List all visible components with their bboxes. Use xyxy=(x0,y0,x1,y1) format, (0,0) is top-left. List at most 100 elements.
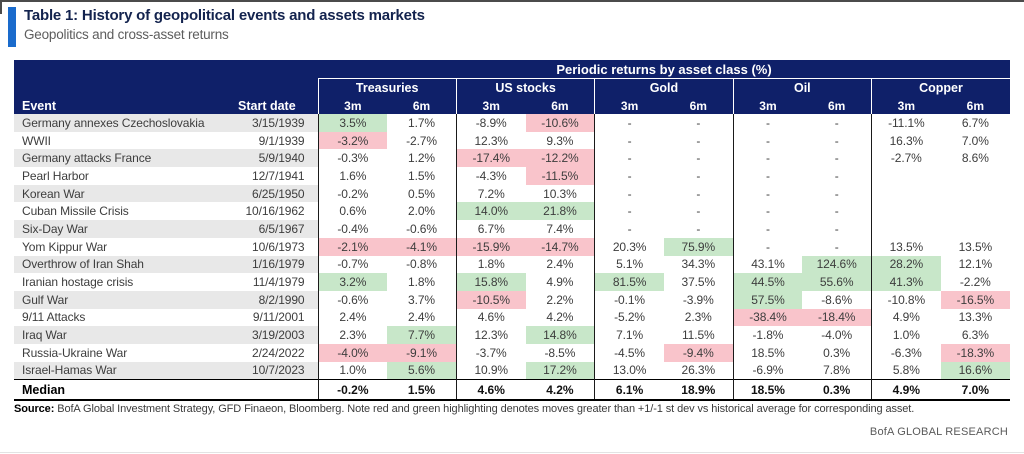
value-cell: - xyxy=(594,184,664,203)
event-cell: Six-Day War xyxy=(14,220,230,238)
table-body: Germany annexes Czechoslovakia 3/15/1939 3… xyxy=(14,114,1010,380)
value-cell: 7.8% xyxy=(823,363,851,378)
value-cell: 57.5% xyxy=(732,290,803,309)
median-value-cell: 7.0% xyxy=(940,379,1010,402)
value-cell: 2.0% xyxy=(408,204,435,219)
median-value-cell: 18.5% xyxy=(732,379,803,402)
value-cell: 13.5% xyxy=(870,237,941,256)
value-cell: - xyxy=(732,220,803,238)
median-value-cell: 6.1% xyxy=(594,379,664,402)
table-row: WWII 9/1/1939 -3.2% -2.7% 12.3% 9.3% - - - - 16.3%… xyxy=(14,131,1010,150)
value-cell: 13.5% xyxy=(958,239,993,254)
start-date-cell: 3/15/1939 xyxy=(230,114,318,132)
value-cell: 81.5% xyxy=(594,273,664,291)
value-cell: -2.7% xyxy=(406,133,437,148)
value-cell: -3.2% xyxy=(317,131,388,150)
page-bottom-edge xyxy=(0,452,1024,453)
subheader-us-stocks-6m: 6m xyxy=(525,97,595,114)
header-corner xyxy=(14,78,318,97)
value-cell: 10.9% xyxy=(455,361,526,380)
value-cell: 2.3% xyxy=(317,326,388,344)
value-cell: - xyxy=(696,186,701,201)
value-cell: - xyxy=(732,131,803,150)
value-cell: 7.2% xyxy=(455,184,526,203)
table-row: Germany annexes Czechoslovakia 3/15/1939 3… xyxy=(14,114,1010,132)
value-cell: 44.5% xyxy=(732,273,803,291)
value-cell: -0.3% xyxy=(317,149,388,168)
value-cell: -11.1% xyxy=(870,114,941,132)
value-cell: -4.5% xyxy=(594,343,664,362)
value-cell: 8.6% xyxy=(961,151,989,166)
table-row: Yom Kippur War 10/6/1973 -2.1% -4.1% -15.9% -… xyxy=(14,237,1010,256)
value-cell: 41.3% xyxy=(870,273,941,291)
value-cell: - xyxy=(732,114,803,132)
value-cell: - xyxy=(696,133,701,148)
event-cell: Germany attacks France xyxy=(14,149,230,168)
value-cell: 3.2% xyxy=(317,273,388,291)
median-value-cell: 1.5% xyxy=(387,379,457,402)
table-row: Overthrow of Iran Shah 1/16/1979 -0.7% -0.8… xyxy=(14,255,1010,274)
table-row: Russia-Ukraine War 2/24/2022 -4.0% -9.1% -3.… xyxy=(14,343,1010,362)
event-cell: Germany annexes Czechoslovakia xyxy=(14,114,230,132)
value-cell: 7.4% xyxy=(546,221,574,236)
value-cell: 18.5% xyxy=(732,343,803,362)
value-cell: 4.2% xyxy=(546,310,574,325)
value-cell: -17.4% xyxy=(455,149,526,168)
table-row: Gulf War 8/2/1990 -0.6% 3.7% -10.5% 2.2% -0.1%… xyxy=(14,290,1010,309)
start-date-cell: 5/9/1940 xyxy=(230,149,318,168)
value-cell xyxy=(941,220,1010,238)
start-date-cell: 1/16/1979 xyxy=(230,255,318,274)
value-cell: - xyxy=(732,149,803,168)
value-cell: 16.6% xyxy=(940,361,1010,380)
value-cell: -6.3% xyxy=(870,343,941,362)
subheader-gold-6m: 6m xyxy=(663,97,734,114)
value-cell: -0.8% xyxy=(406,257,437,272)
value-cell: 0.3% xyxy=(823,345,851,360)
brand-text: BofA GLOBAL RESEARCH xyxy=(869,426,1008,438)
value-cell: -11.5% xyxy=(525,167,595,185)
event-cell: Overthrow of Iran Shah xyxy=(14,255,230,274)
value-cell: -8.6% xyxy=(821,292,853,307)
start-date-cell: 2/24/2022 xyxy=(252,345,305,360)
start-date-cell: 9/11/2001 xyxy=(252,310,305,325)
value-cell: 124.6% xyxy=(802,255,872,274)
table-row: Israel-Hamas War 10/7/2023 1.0% 5.6% 10.9% 17… xyxy=(14,361,1010,380)
value-cell: 55.6% xyxy=(802,273,872,291)
event-cell: 9/11 Attacks xyxy=(22,310,86,325)
median-row: Median -0.2% 1.5% 4.6% 4.2% 6.1% 18.9% 18.5% 0.… xyxy=(14,379,1010,402)
value-cell: -0.6% xyxy=(317,290,388,309)
value-cell: 4.9% xyxy=(870,308,941,327)
value-cell: -9.1% xyxy=(387,343,457,362)
value-cell: 12.3% xyxy=(455,131,526,150)
subheader-copper-6m: 6m xyxy=(940,97,1010,114)
table-title: Table 1: History of geopolitical events … xyxy=(24,7,425,24)
event-cell: Yom Kippur War xyxy=(22,239,108,254)
table-footer: Median -0.2% 1.5% 4.6% 4.2% 6.1% 18.9% 18.5% 0.… xyxy=(14,379,1010,402)
event-cell: Israel-Hamas War xyxy=(14,361,230,380)
value-cell: -4.3% xyxy=(455,167,526,185)
subheader-us-stocks-3m: 3m xyxy=(455,97,526,114)
value-cell: 5.1% xyxy=(594,255,664,274)
value-cell: 1.8% xyxy=(408,275,435,290)
event-cell: Iraq War xyxy=(14,326,230,344)
value-cell: - xyxy=(834,133,839,148)
value-cell: 1.5% xyxy=(408,168,435,183)
value-cell: 6.7% xyxy=(961,115,989,130)
value-cell: -2.7% xyxy=(870,149,941,168)
value-cell: 3.7% xyxy=(408,292,435,307)
group-header-treasuries: Treasuries xyxy=(317,78,457,97)
value-cell xyxy=(941,202,1010,220)
event-cell: Iranian hostage crisis xyxy=(22,275,134,290)
value-cell: -10.8% xyxy=(870,290,941,309)
value-cell: - xyxy=(834,221,839,236)
value-cell: - xyxy=(834,204,839,219)
value-cell: -3.9% xyxy=(682,292,714,307)
value-cell: 28.2% xyxy=(870,255,941,274)
value-cell: 5.6% xyxy=(387,361,457,380)
value-cell: 75.9% xyxy=(663,237,734,256)
start-date-cell: 10/7/2023 xyxy=(230,361,318,380)
table-row: Germany attacks France 5/9/1940 -0.3% 1.2% -… xyxy=(14,149,1010,168)
subheader-gold-3m: 3m xyxy=(594,97,664,114)
value-cell: 26.3% xyxy=(681,363,716,378)
value-cell: 2.2% xyxy=(546,292,574,307)
